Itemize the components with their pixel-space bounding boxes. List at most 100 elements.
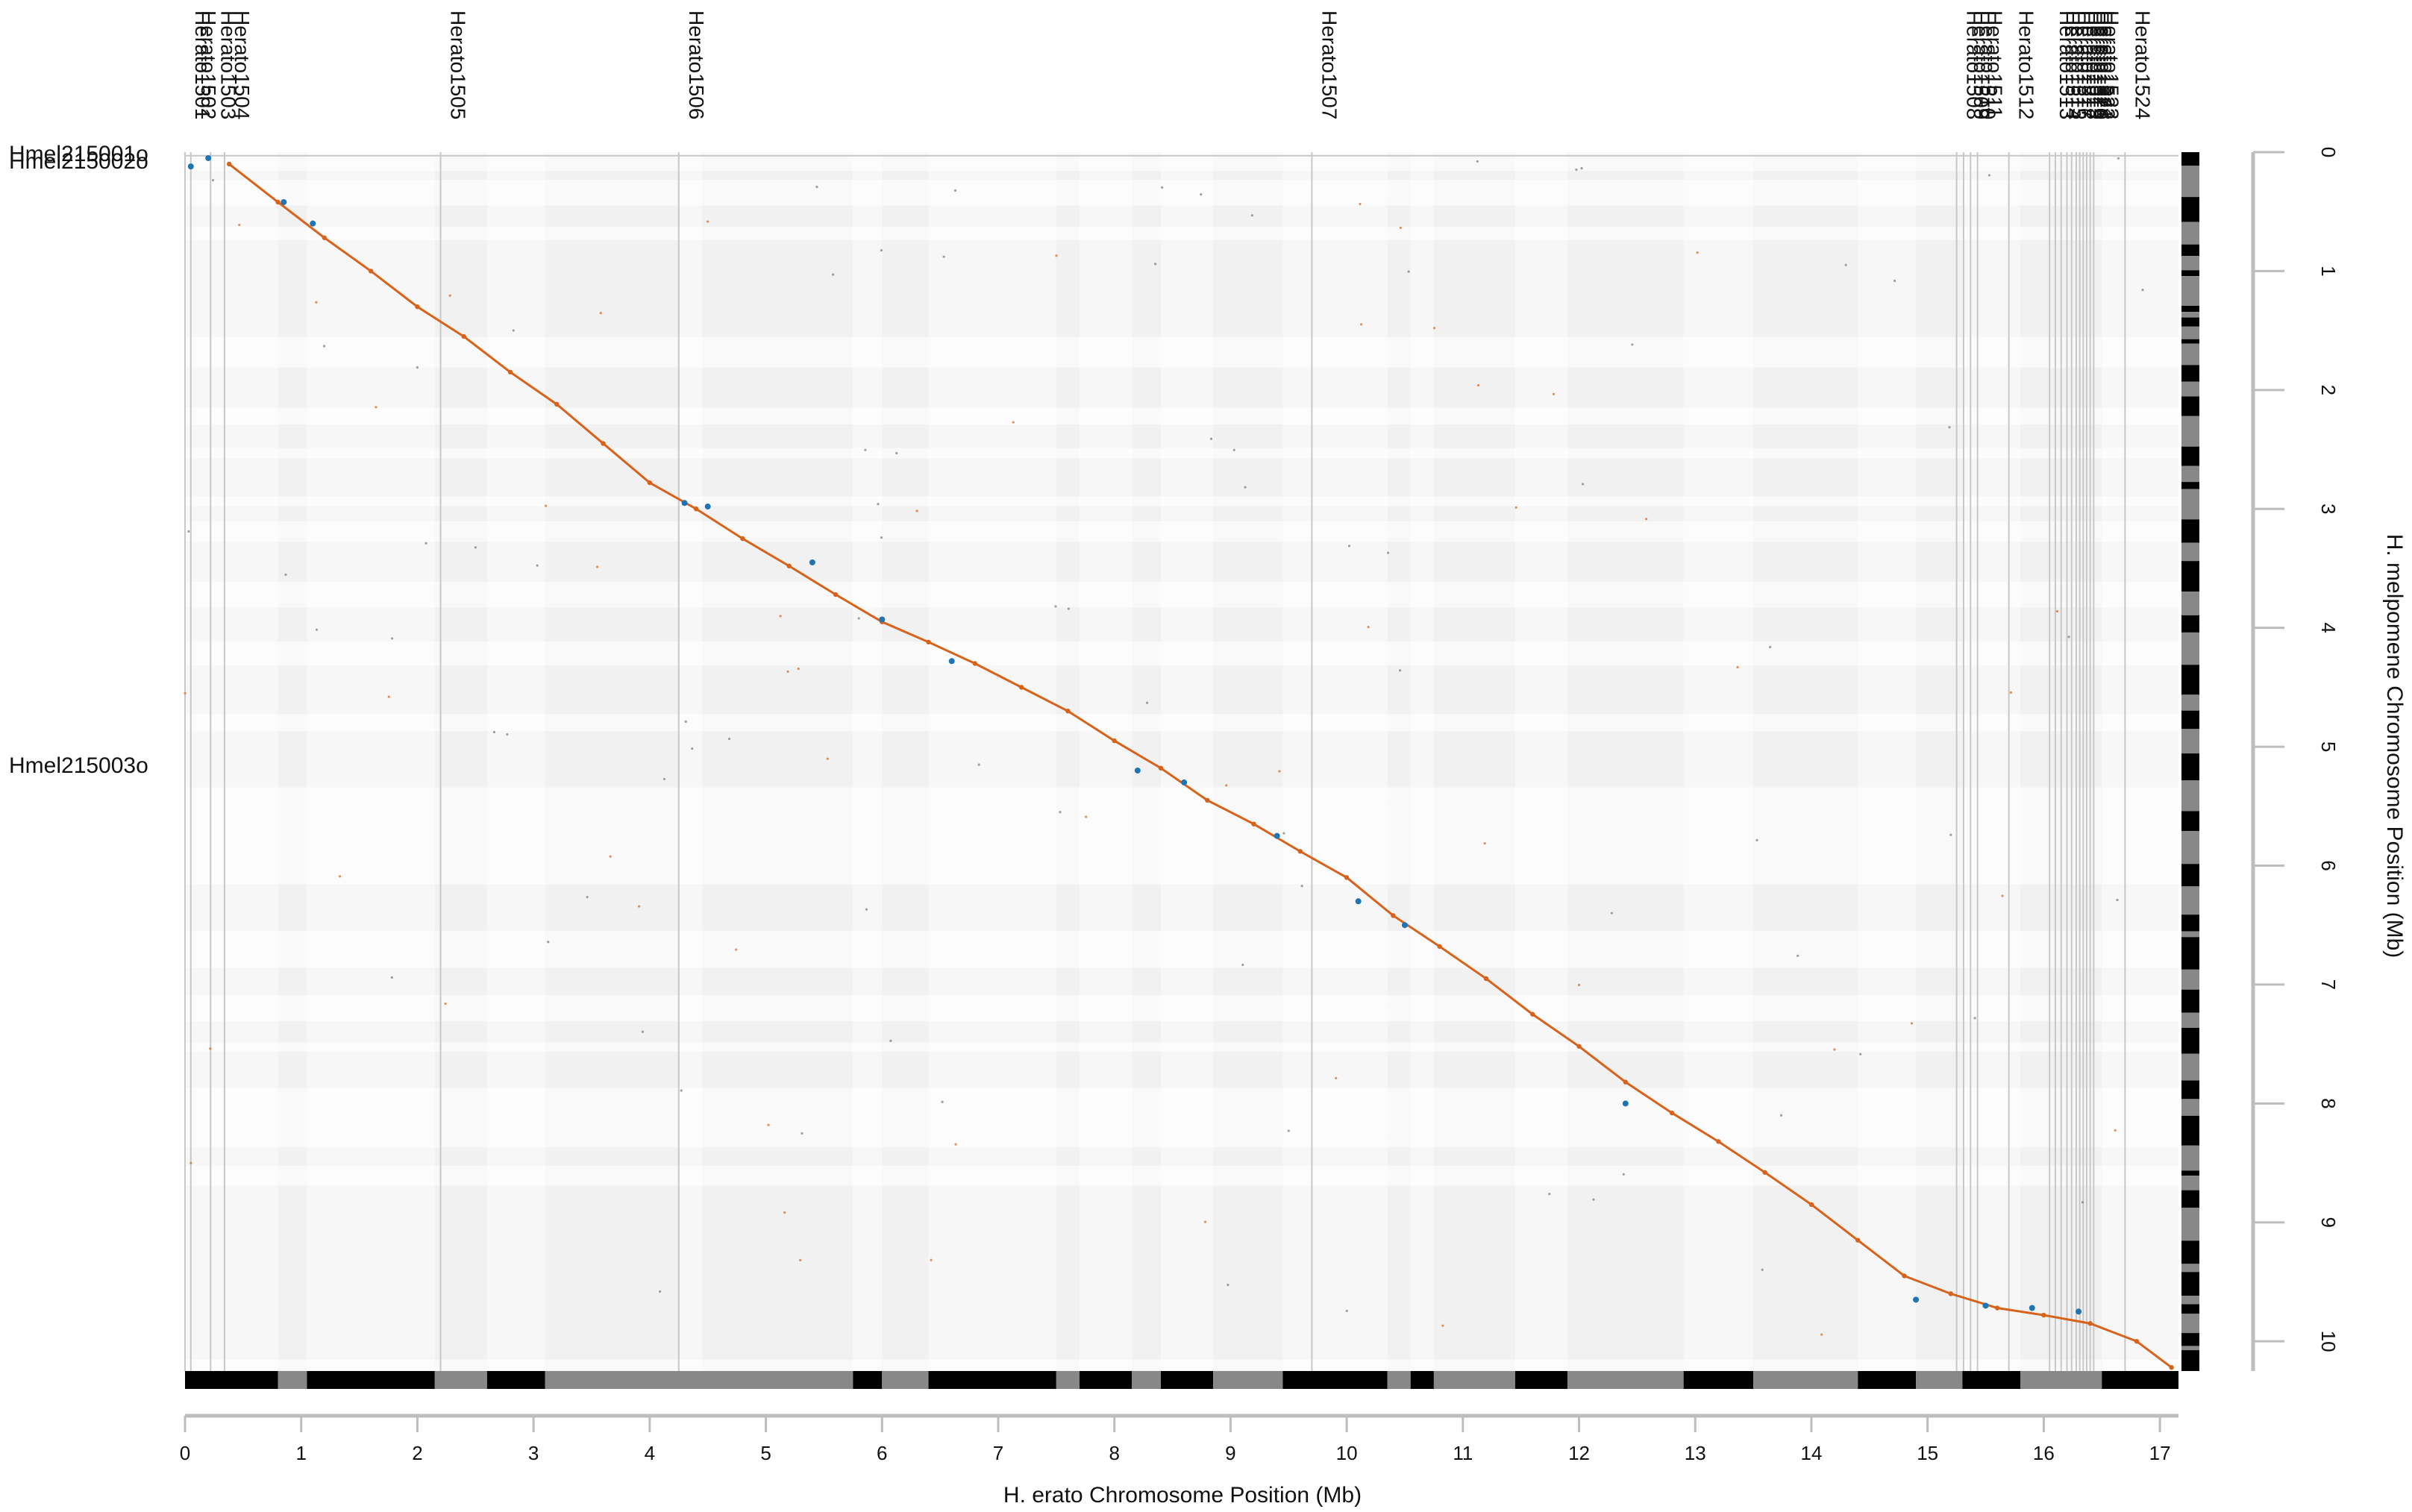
noise-point [2114,1129,2117,1132]
noise-point [416,366,419,369]
y-tick-label: 4 [2317,622,2340,633]
x-scaffold-segment [1433,1371,1515,1389]
y-scaffold-segment [2181,1240,2199,1264]
reverse-alignment-point [1982,1302,1989,1309]
noise-point [1278,770,1281,773]
noise-point [2055,609,2058,613]
x-scaffold-label: Herato1515 [2067,10,2090,119]
noise-point [512,329,515,332]
x-scaffold-label: Herato1504 [231,10,254,119]
noise-point [238,223,241,227]
scaffold-boundaries [184,152,2178,1371]
x-band [928,152,1056,1371]
y-band [185,1112,2178,1136]
forward-alignment-trace [228,163,2173,1369]
reverse-alignment-point [704,504,711,510]
noise-point [284,573,287,577]
y-scaffold-segment [2181,1264,2199,1273]
x-tick-label: 13 [1685,1442,1706,1464]
x-band [185,152,278,1371]
y-band [185,197,2178,206]
noise-point [1359,202,1362,206]
noise-point [1335,1076,1338,1079]
noise-point [1610,912,1613,915]
noise-point [1244,486,1247,489]
y-scaffold-segment [2181,222,2199,245]
x-scaffold-segment [1858,1371,1917,1389]
y-scaffold-bar [2181,152,2199,1371]
noise-point [1200,193,1203,196]
noise-point [641,1030,645,1033]
y-tick-label: 10 [2317,1331,2340,1352]
reverse-alignment-point [281,198,287,205]
noise-point [474,546,477,549]
y-scaffold-segment [2181,753,2199,781]
x-scaffold-segment [1387,1371,1411,1389]
x-scaffold-label: Herato1514 [2061,10,2084,119]
x-scaffold-segment [1056,1371,1080,1389]
noise-point [1250,214,1253,217]
y-scaffold-segment [2181,1012,2199,1028]
x-tick-label: 16 [2033,1442,2055,1464]
y-scaffold-segment [2181,317,2199,327]
noise-point [1948,426,1951,429]
x-scaffold-label: Herato1510 [1976,10,1999,119]
x-tick-label: 11 [1453,1442,1473,1464]
y-band [185,529,2178,542]
y-band [185,859,2178,885]
noise-point [375,406,378,409]
y-tick-label: 5 [2317,741,2340,752]
noise-point [1055,254,1058,257]
noise-point [599,312,602,315]
y-band [185,714,2178,732]
reverse-alignment-point [1355,898,1362,905]
y-scaffold-segment [2181,415,2199,447]
x-scaffold-segment [278,1371,307,1389]
noise-point [536,564,539,567]
noise-point [767,1123,770,1126]
noise-point [609,855,612,858]
noise-point [1548,1193,1551,1196]
y-band [185,930,2178,955]
noise-point [1696,251,1699,254]
y-band [185,787,2178,800]
noise-point [1059,811,1062,814]
noise-point [1761,1268,1764,1271]
noise-point [1987,174,1991,177]
noise-point [637,905,641,908]
y-band [185,152,2178,172]
y-scaffold-segment [2181,931,2199,938]
y-scaffold-segment [2181,811,2199,831]
reverse-alignment-point [1181,779,1188,785]
x-scaffold-label: Herato1517 [2078,10,2101,119]
noise-point [889,1039,892,1042]
reverse-alignment-point [879,616,886,623]
x-tick-label: 10 [1336,1442,1358,1464]
x-tick-label: 0 [180,1442,190,1464]
noise-point [801,1132,804,1135]
y-scaffold-segment [2181,1304,2199,1314]
y-scaffold-segment [2181,465,2199,483]
x-scaffold-segment [928,1371,1056,1389]
noise-point [942,255,945,258]
y-scaffold-segment [2181,1272,2199,1296]
y-band [185,180,2178,198]
x-scaffold-segment [882,1371,929,1389]
reverse-alignment-point [2029,1305,2035,1311]
noise-point [977,763,980,766]
x-tick-label: 3 [528,1442,539,1464]
y-scaffold-segment [2181,632,2199,665]
y-scaffold-segment [2181,915,2199,932]
noise-point [2116,898,2119,902]
y-band [185,1359,2178,1367]
x-tick-label: 14 [1800,1442,1822,1464]
noise-point [2001,894,2004,897]
y-scaffold-segment [2181,270,2199,277]
noise-point [1483,841,1486,845]
x-band [2102,152,2178,1371]
x-scaffold-segment [1160,1371,1214,1389]
noise-point [448,294,451,297]
noise-point [492,730,496,734]
noise-point [2117,157,2120,160]
noise-point [1161,186,1164,189]
